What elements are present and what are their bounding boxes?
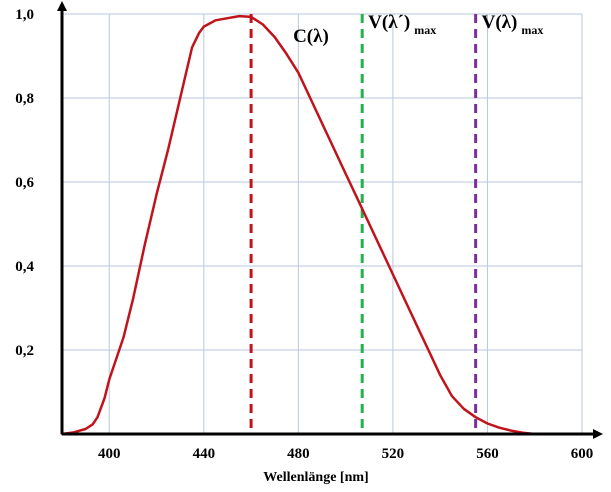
- y-tick-label: 0,6: [15, 175, 34, 191]
- x-tick-label: 600: [571, 446, 594, 462]
- y-tick-label: 0,8: [15, 91, 34, 107]
- series-line: [60, 14, 536, 436]
- annotation-subscript: max: [414, 23, 436, 37]
- annotation-label: C(λ): [293, 26, 329, 47]
- x-tick-label: 480: [287, 446, 310, 462]
- axes: [57, 1, 603, 439]
- annotation-subscript: max: [521, 23, 543, 37]
- annotation-label: V(λ´) max: [368, 12, 436, 37]
- x-tick-label: 520: [382, 446, 405, 462]
- reference-lines: [249, 14, 478, 434]
- grid: [62, 13, 583, 434]
- x-tick-label: 440: [193, 446, 216, 462]
- x-axis-title: Wellenlänge [nm]: [263, 470, 368, 485]
- annotation-main: V(λ): [482, 12, 518, 33]
- tick-labels: 400 440 480 520 560 600 0,2 0,4 0,6 0,8 1,0: [15, 7, 593, 462]
- y-tick-label: 0,4: [15, 259, 34, 275]
- annotation-main: C(λ): [293, 26, 329, 47]
- y-tick-label: 0,2: [15, 343, 34, 359]
- annotation-label: V(λ) max: [482, 12, 544, 37]
- x-tick-label: 400: [98, 446, 121, 462]
- series-layer: [60, 14, 536, 436]
- y-tick-label: 1,0: [15, 7, 34, 23]
- x-tick-label: 560: [476, 446, 499, 462]
- annotations: C(λ)V(λ´) max V(λ) max: [293, 12, 543, 47]
- annotation-main: V(λ´): [368, 12, 410, 33]
